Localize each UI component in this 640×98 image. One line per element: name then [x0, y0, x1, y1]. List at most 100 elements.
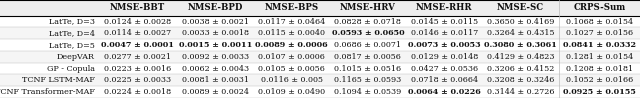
Bar — [253, 0, 330, 16]
Bar — [406, 74, 483, 86]
Text: GP - Copula: GP - Copula — [47, 65, 95, 73]
Bar — [98, 63, 177, 74]
Bar — [559, 74, 640, 86]
Bar — [330, 86, 406, 98]
Text: 0.3080 ± 0.3061: 0.3080 ± 0.3061 — [484, 41, 557, 49]
Text: 0.0117 ± 0.0464: 0.0117 ± 0.0464 — [258, 18, 325, 26]
Text: LatTe, D=3: LatTe, D=3 — [49, 18, 95, 26]
Bar — [330, 27, 406, 39]
Bar — [406, 27, 483, 39]
Bar — [483, 39, 559, 51]
Bar — [98, 27, 177, 39]
Text: 0.4129 ± 0.4823: 0.4129 ± 0.4823 — [486, 53, 554, 61]
Bar — [253, 39, 330, 51]
Bar — [406, 51, 483, 63]
Text: 0.0124 ± 0.0028: 0.0124 ± 0.0028 — [104, 18, 171, 26]
Text: NMSE-BPS: NMSE-BPS — [264, 3, 319, 12]
Bar — [253, 74, 330, 86]
Bar — [406, 63, 483, 74]
Text: 0.0064 ± 0.0226: 0.0064 ± 0.0226 — [408, 88, 481, 96]
Bar — [406, 0, 483, 16]
Bar — [330, 16, 406, 27]
Text: NMSE-SC: NMSE-SC — [497, 3, 544, 12]
Text: 0.3206 ± 0.4152: 0.3206 ± 0.4152 — [486, 65, 554, 73]
Bar — [177, 86, 253, 98]
Bar — [330, 0, 406, 16]
Text: NMSE-BBT: NMSE-BBT — [110, 3, 165, 12]
Text: 0.1068 ± 0.0154: 0.1068 ± 0.0154 — [566, 18, 633, 26]
Bar — [0, 51, 98, 63]
Text: 0.0033 ± 0.0018: 0.0033 ± 0.0018 — [182, 29, 249, 37]
Text: 0.1281 ± 0.0154: 0.1281 ± 0.0154 — [566, 53, 633, 61]
Text: 0.0015 ± 0.0011: 0.0015 ± 0.0011 — [179, 41, 252, 49]
Bar — [559, 86, 640, 98]
Bar — [559, 63, 640, 74]
Text: 0.1208 ± 0.0181: 0.1208 ± 0.0181 — [566, 65, 633, 73]
Text: 0.0925 ± 0.0155: 0.0925 ± 0.0155 — [563, 88, 636, 96]
Bar — [177, 74, 253, 86]
Text: TCNF Transformer-MAF: TCNF Transformer-MAF — [0, 88, 95, 96]
Text: 0.0105 ± 0.0056: 0.0105 ± 0.0056 — [258, 65, 325, 73]
Text: 0.3144 ± 0.2726: 0.3144 ± 0.2726 — [486, 88, 554, 96]
Bar — [559, 0, 640, 16]
Bar — [0, 39, 98, 51]
Bar — [98, 0, 177, 16]
Text: NMSE-BPD: NMSE-BPD — [188, 3, 243, 12]
Text: 0.1094 ± 0.0539: 0.1094 ± 0.0539 — [334, 88, 401, 96]
Bar — [406, 16, 483, 27]
Text: 0.0223 ± 0.0016: 0.0223 ± 0.0016 — [104, 65, 171, 73]
Text: 0.1052 ± 0.0166: 0.1052 ± 0.0166 — [566, 76, 633, 84]
Bar — [0, 0, 98, 16]
Bar — [559, 39, 640, 51]
Text: LatTe, D=4: LatTe, D=4 — [49, 29, 95, 37]
Bar — [253, 86, 330, 98]
Bar — [406, 39, 483, 51]
Bar — [559, 51, 640, 63]
Bar — [253, 63, 330, 74]
Bar — [98, 51, 177, 63]
Bar — [483, 27, 559, 39]
Bar — [177, 39, 253, 51]
Bar — [0, 63, 98, 74]
Text: 0.0107 ± 0.0006: 0.0107 ± 0.0006 — [258, 53, 325, 61]
Text: DeepVAR: DeepVAR — [56, 53, 95, 61]
Bar — [483, 16, 559, 27]
Bar — [483, 74, 559, 86]
Text: 0.0828 ± 0.0718: 0.0828 ± 0.0718 — [335, 18, 401, 26]
Bar — [0, 27, 98, 39]
Text: 0.0062 ± 0.0043: 0.0062 ± 0.0043 — [182, 65, 249, 73]
Bar — [98, 86, 177, 98]
Text: 0.0109 ± 0.0490: 0.0109 ± 0.0490 — [258, 88, 325, 96]
Bar — [177, 51, 253, 63]
Bar — [0, 16, 98, 27]
Bar — [98, 39, 177, 51]
Text: TCNF LSTM-MAF: TCNF LSTM-MAF — [22, 76, 95, 84]
Text: 0.0089 ± 0.0024: 0.0089 ± 0.0024 — [182, 88, 249, 96]
Bar — [177, 27, 253, 39]
Text: 0.3264 ± 0.4315: 0.3264 ± 0.4315 — [486, 29, 554, 37]
Text: 0.0089 ± 0.0006: 0.0089 ± 0.0006 — [255, 41, 328, 49]
Bar — [483, 0, 559, 16]
Text: 0.0038 ± 0.0021: 0.0038 ± 0.0021 — [182, 18, 249, 26]
Bar — [559, 16, 640, 27]
Text: LatTe, D=5: LatTe, D=5 — [49, 41, 95, 49]
Bar — [483, 86, 559, 98]
Text: 0.1027 ± 0.0156: 0.1027 ± 0.0156 — [566, 29, 633, 37]
Bar — [0, 86, 98, 98]
Text: 0.0277 ± 0.0021: 0.0277 ± 0.0021 — [104, 53, 171, 61]
Bar — [330, 39, 406, 51]
Text: 0.0047 ± 0.0001: 0.0047 ± 0.0001 — [101, 41, 174, 49]
Bar — [0, 74, 98, 86]
Bar — [177, 16, 253, 27]
Text: 0.1015 ± 0.0516: 0.1015 ± 0.0516 — [334, 65, 401, 73]
Text: 0.3650 ± 0.4169: 0.3650 ± 0.4169 — [486, 18, 554, 26]
Text: 0.0129 ± 0.0148: 0.0129 ± 0.0148 — [410, 53, 478, 61]
Text: 0.1165 ± 0.0593: 0.1165 ± 0.0593 — [334, 76, 401, 84]
Text: 0.0115 ± 0.0040: 0.0115 ± 0.0040 — [258, 29, 325, 37]
Bar — [330, 51, 406, 63]
Text: 0.0145 ± 0.0115: 0.0145 ± 0.0115 — [411, 18, 477, 26]
Bar — [253, 27, 330, 39]
Bar — [177, 0, 253, 16]
Text: CRPS-Sum: CRPS-Sum — [573, 3, 625, 12]
Text: 0.0593 ± 0.0650: 0.0593 ± 0.0650 — [332, 29, 404, 37]
